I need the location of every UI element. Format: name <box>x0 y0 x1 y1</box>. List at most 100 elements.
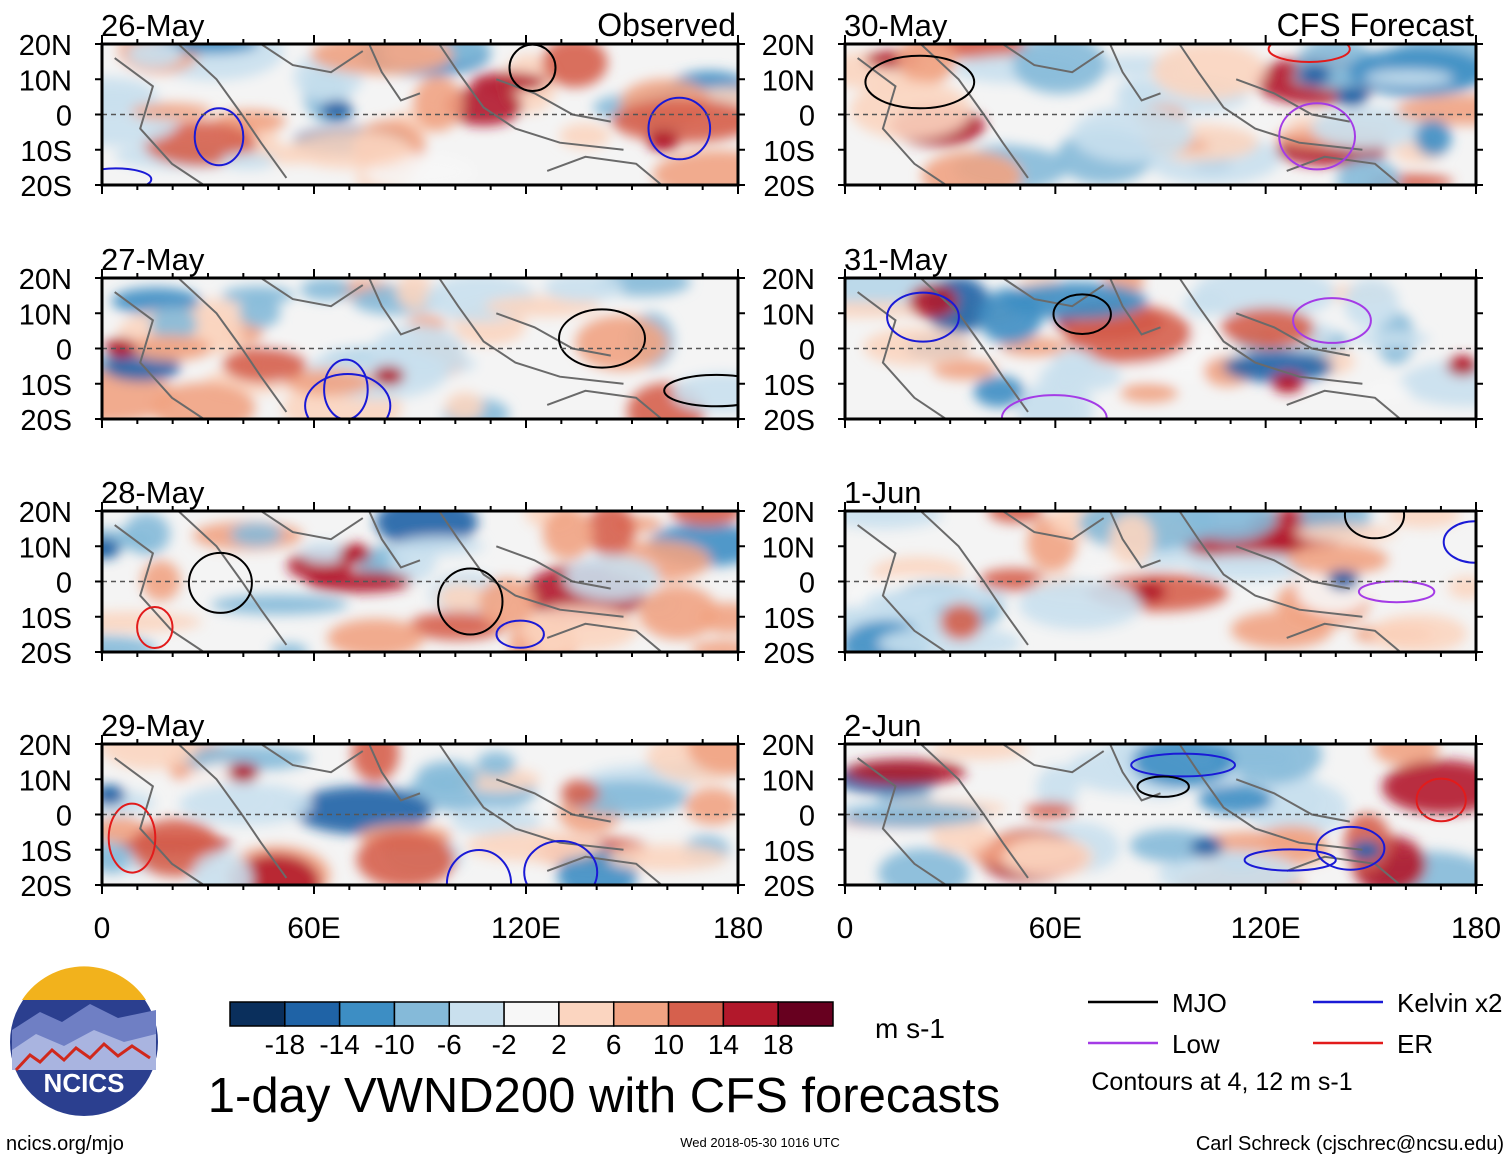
coastline <box>368 278 421 336</box>
coastline <box>1002 744 1105 774</box>
panel-ticks <box>838 35 1483 194</box>
anomaly-blob <box>1120 383 1178 403</box>
anomaly-core <box>1335 86 1368 107</box>
coastline <box>546 855 663 885</box>
coastline <box>114 57 205 185</box>
footer-timestamp: Wed 2018-05-30 1016 UTC <box>680 1135 839 1150</box>
anomaly-blob <box>878 848 970 885</box>
anomaly-blob <box>850 80 972 140</box>
anomaly-blob <box>222 286 294 305</box>
anomaly-blob <box>1364 383 1411 401</box>
y-tick-label: 10S <box>763 836 815 868</box>
y-tick-label: 10S <box>20 136 72 168</box>
anomaly-blob <box>211 594 348 615</box>
anomaly-core <box>339 543 372 564</box>
panel-date-label: 30-May <box>844 8 948 43</box>
panel-ticks <box>838 735 1483 894</box>
anomaly-blob <box>987 511 1042 524</box>
anomaly-blob <box>931 818 995 854</box>
y-tick-label: 0 <box>56 335 72 367</box>
y-tick-label: 10N <box>19 299 72 331</box>
anomaly-blob <box>1151 44 1267 100</box>
anomaly-blob <box>542 511 594 560</box>
anomaly-blob <box>532 638 570 652</box>
colorbar-label: -2 <box>492 1029 517 1060</box>
anomaly-blobs <box>845 744 1476 885</box>
anomaly-blob <box>1198 784 1273 815</box>
coastline <box>438 511 624 618</box>
anomaly-blob <box>1025 802 1076 819</box>
y-tick-label: 10N <box>19 65 72 97</box>
coastlines <box>857 278 1401 419</box>
colorbar-swatch <box>393 1001 451 1027</box>
anomaly-blob <box>445 392 484 419</box>
anomaly-blob <box>1351 330 1431 348</box>
coastline <box>546 389 663 419</box>
panel-date-label: 31-May <box>844 242 948 277</box>
anomaly-blob <box>300 278 353 301</box>
y-tick-label: 20S <box>763 405 815 437</box>
y-tick-label: 10S <box>763 136 815 168</box>
contour-line <box>1243 848 1337 872</box>
anomaly-blob <box>1364 69 1454 86</box>
anomaly-core <box>102 538 121 559</box>
anomaly-blob <box>1294 524 1398 543</box>
y-tick-label: 10N <box>762 532 815 564</box>
anomaly-blob <box>351 744 399 782</box>
colorbar-swatch <box>338 1001 396 1027</box>
anomaly-blob <box>1036 765 1079 812</box>
anomaly-blob <box>1373 744 1440 766</box>
ncics-logo: NCICS <box>10 966 158 1116</box>
contour-line <box>1136 775 1190 798</box>
anomaly-blob <box>1051 349 1097 381</box>
anomaly-blob <box>685 787 738 825</box>
coastline <box>368 744 421 802</box>
panel-ticks <box>95 735 745 894</box>
y-tick-label: 20N <box>19 264 72 296</box>
coastline <box>546 155 663 185</box>
coastline <box>260 44 364 74</box>
anomaly-blob <box>1187 553 1310 581</box>
anomaly-blob <box>973 375 1025 408</box>
anomaly-blob <box>292 786 433 835</box>
anomaly-blob <box>1129 829 1211 863</box>
legend-item: Low <box>1088 1029 1220 1059</box>
y-tick-label: 10N <box>762 65 815 97</box>
contour-line <box>1130 752 1237 778</box>
contour-line <box>663 373 738 408</box>
panel-date-label: 27-May <box>101 242 205 277</box>
y-tick-label: 10S <box>763 370 815 402</box>
anomaly-blob <box>863 327 973 367</box>
anomaly-blob <box>1072 106 1194 163</box>
colorbar-swatch <box>448 1001 505 1027</box>
coastline <box>114 757 205 885</box>
legend-item: ER <box>1313 1029 1433 1059</box>
contour-line <box>187 551 253 614</box>
anomaly-blob <box>611 98 738 143</box>
y-tick-label: 10S <box>763 603 815 635</box>
coastline <box>1235 312 1350 357</box>
coastline <box>1235 78 1350 123</box>
panel-ticks <box>95 502 745 661</box>
coastlines <box>114 44 663 185</box>
coastline <box>1286 622 1401 652</box>
footer-url[interactable]: ncics.org/mjo <box>6 1133 124 1155</box>
legend-item: Kelvin x2 <box>1313 988 1503 1018</box>
legend-label: Kelvin x2 <box>1397 988 1503 1018</box>
coastline <box>495 312 611 357</box>
y-tick-label: 10N <box>19 765 72 797</box>
anomaly-blob <box>931 744 1029 760</box>
column-header: Observed <box>597 7 736 43</box>
y-tick-label: 20S <box>763 171 815 203</box>
y-tick-label: 20N <box>762 264 815 296</box>
anomaly-blob <box>129 335 212 361</box>
anomaly-blobs <box>845 44 1476 185</box>
coastline <box>857 57 947 185</box>
anomaly-blob <box>285 368 373 396</box>
anomaly-blob <box>465 830 603 862</box>
coastline <box>438 278 624 385</box>
anomaly-field <box>845 44 1476 185</box>
